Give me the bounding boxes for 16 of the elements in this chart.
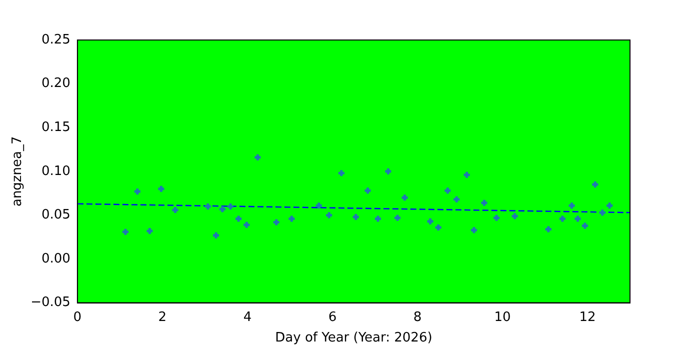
y-tick-label: 0.10 <box>41 164 70 179</box>
y-tick-label: 0.05 <box>41 208 70 223</box>
y-tick-label: 0.00 <box>41 251 70 266</box>
y-tick-label: 0.20 <box>41 76 70 92</box>
y-tick-label: 0.15 <box>41 120 70 135</box>
y-axis-title: angznea_7 <box>10 136 26 207</box>
x-tick-label: 2 <box>158 310 167 325</box>
x-tick-label: 4 <box>243 310 252 325</box>
x-tick-label: 8 <box>413 310 422 325</box>
x-tick-label: 12 <box>579 310 596 325</box>
x-axis-title: Day of Year (Year: 2026) <box>275 330 432 346</box>
y-tick-label: 0.25 <box>41 32 70 48</box>
x-tick-label: 0 <box>73 310 82 325</box>
x-tick-label: 6 <box>328 310 337 325</box>
y-tick-label: −0.05 <box>30 295 70 310</box>
x-tick-label: 10 <box>494 310 511 325</box>
